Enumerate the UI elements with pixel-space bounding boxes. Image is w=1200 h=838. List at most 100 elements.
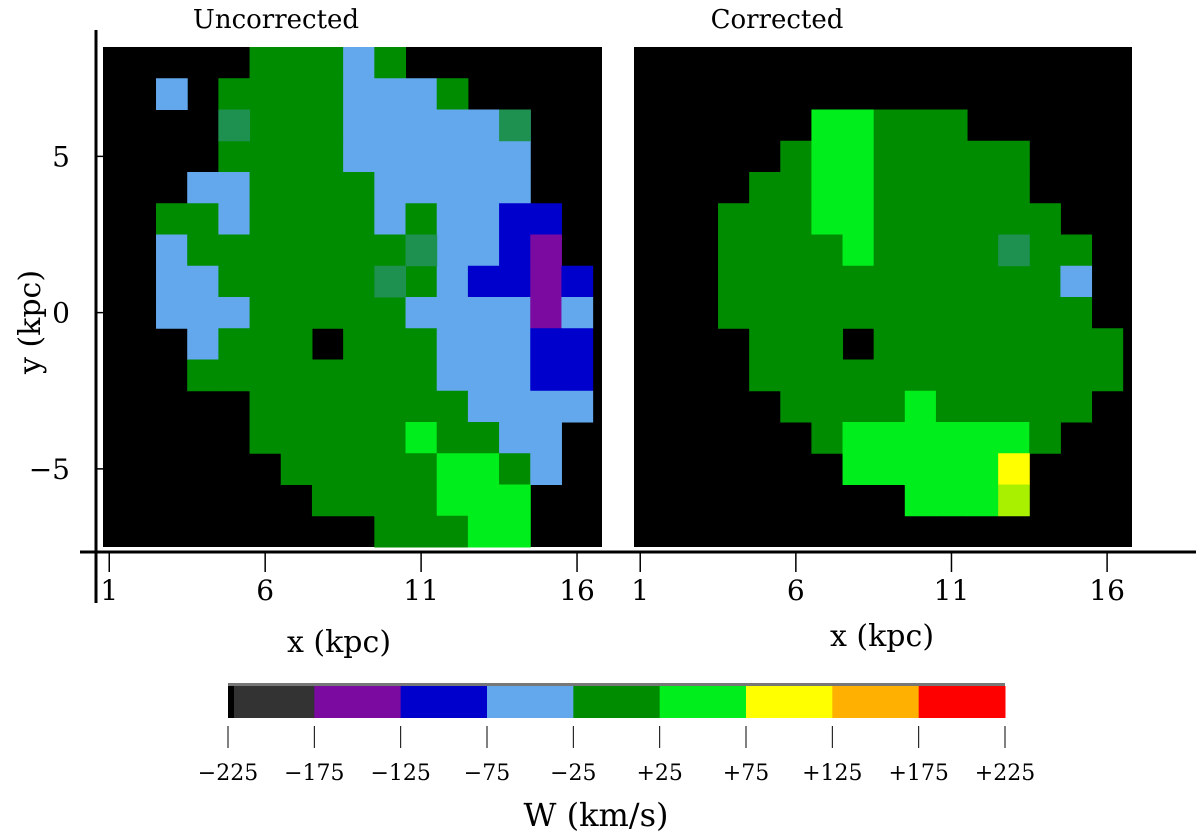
heatmap-cell-left [436,515,469,548]
heatmap-cell-left [249,297,282,329]
colorbar-bin [228,686,315,718]
heatmap-cell-right [904,265,937,298]
heatmap-cell-right [1060,265,1093,298]
heatmap-cell-left [156,265,188,298]
heatmap-cell-left [311,390,344,423]
heatmap-cell-right [873,203,906,235]
x-tick-label: 11 [403,574,439,607]
heatmap-cell-right [935,140,968,173]
heatmap-cell-left [343,422,375,454]
heatmap-cell-right [1029,359,1061,392]
heatmap-cell-right [811,359,844,392]
heatmap-cell-right [842,422,875,454]
heatmap-cell-right [967,203,999,235]
heatmap-cell-right [842,140,875,173]
colorbar-bin [832,686,920,718]
heatmap-cell-left [405,390,438,423]
heatmap-cell-left [343,172,375,204]
heatmap-cell-left [280,203,313,235]
heatmap-cell-right [873,359,906,392]
heatmap-cell-left [499,484,531,517]
heatmap-cell-right [873,234,906,267]
colorbar-bin [659,686,747,718]
heatmap-cell-left [249,140,282,173]
heatmap-cell-left [499,390,531,423]
colorbar-tick-label: −25 [550,761,596,786]
heatmap-cell-left [187,297,219,329]
heatmap-cell-right [842,453,875,485]
heatmap-cell-left [374,422,407,454]
heatmap-cell-right [998,359,1030,392]
heatmap-cell-left [187,265,219,298]
heatmap-cell-left [405,265,438,298]
heatmap-cell-left [561,359,594,392]
heatmap-cell-left [530,390,562,423]
heatmap-cell-left [311,109,344,142]
heatmap-cell-right [1060,328,1093,360]
heatmap-cell-right [935,234,968,267]
heatmap-cell-left [374,359,407,392]
heatmap-cell-left [530,265,562,298]
heatmap-cell-right [967,140,999,173]
heatmap-cell-left [249,390,282,423]
heatmap-cell-left [343,359,375,392]
heatmap-cell-right [811,140,844,173]
y-tick-label: −5 [29,453,70,486]
heatmap-cell-right [780,328,812,360]
heatmap-cell-right [873,422,906,454]
heatmap-cell-left [561,265,594,298]
heatmap-cell-left [499,203,531,235]
heatmap-cell-right [811,234,844,267]
x-tick-label: 16 [1089,574,1125,607]
colorbar-tick-label: −125 [370,761,430,786]
heatmap-cell-right [749,203,781,235]
heatmap-cell-right [718,297,750,329]
panel-title-corrected: Corrected [711,5,844,35]
heatmap-cell-right [842,390,875,423]
heatmap-cell-left [311,265,344,298]
heatmap-cell-right [873,328,906,360]
heatmap-cell-left [374,484,407,517]
heatmap-cell-left [467,140,500,173]
heatmap-cell-right [1029,265,1061,298]
heatmap-cell-right [1060,390,1093,423]
heatmap-cell-left [311,78,344,110]
heatmap-right [718,109,1124,517]
heatmap-cell-left [499,359,531,392]
heatmap-cell-right [842,109,875,142]
heatmap-cell-right [904,109,937,142]
heatmap-cell-left [374,328,407,360]
heatmap-cell-right [967,453,999,485]
colorbar-tick-label: +75 [723,761,769,786]
heatmap-cell-right [967,359,999,392]
heatmap-cell-left [467,515,500,548]
heatmap-cell-right [1029,422,1061,454]
heatmap-cell-right [811,328,844,360]
heatmap-cell-left [436,172,469,204]
heatmap-cell-left [530,453,562,485]
heatmap-cell-right [780,203,812,235]
heatmap-cell-left [249,422,282,454]
y-axis-label: y (kpc) [13,270,48,375]
heatmap-cell-right [842,234,875,267]
colorbar-bin [918,686,1006,718]
heatmap-cell-right [967,234,999,267]
x-axis-label-right: x (kpc) [830,619,934,654]
heatmap-cell-right [811,297,844,329]
heatmap-cell-right [873,265,906,298]
heatmap-cell-left [436,422,469,454]
colorbar-bin [746,686,833,718]
heatmap-cell-left [343,484,375,517]
heatmap-cell-right [998,234,1030,267]
heatmap-cell-right [718,203,750,235]
heatmap-cell-left [249,47,282,79]
heatmap-cell-left [467,328,500,360]
heatmap-cell-left [343,453,375,485]
heatmap-cell-right [873,172,906,204]
x-axis-label-left: x (kpc) [287,625,391,660]
heatmap-cell-left [218,265,251,298]
heatmap-cell-left [499,234,531,267]
x-tick-label: 11 [934,574,970,607]
heatmap-cell-right [780,172,812,204]
